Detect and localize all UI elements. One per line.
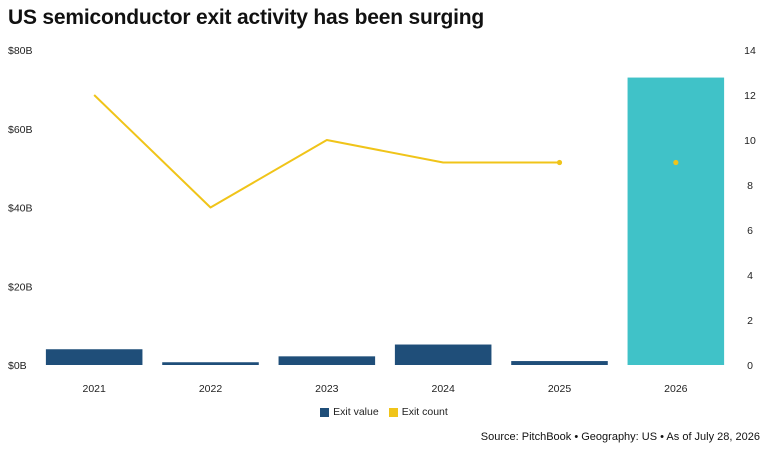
point-exit-count xyxy=(556,159,563,166)
left-tick-label: $60B xyxy=(8,124,33,136)
legend-swatch-exit-count xyxy=(388,407,398,417)
left-tick-label: $0B xyxy=(8,360,27,372)
right-tick-label: 0 xyxy=(747,360,753,372)
x-tick-label: 2022 xyxy=(199,383,223,395)
right-tick-label: 10 xyxy=(744,135,756,147)
x-tick-label: 2021 xyxy=(82,383,106,395)
x-tick-label: 2026 xyxy=(664,383,688,395)
legend: Exit value Exit count xyxy=(0,406,768,418)
bar-exit-value xyxy=(45,349,143,365)
legend-item-exit-value: Exit value xyxy=(320,406,379,418)
line-exit-count xyxy=(93,94,560,209)
legend-label-exit-count: Exit count xyxy=(401,406,448,418)
x-tick-label: 2023 xyxy=(315,383,339,395)
source-note: Source: PitchBook • Geography: US • As o… xyxy=(480,431,760,443)
chart-title: US semiconductor exit activity has been … xyxy=(8,6,485,29)
right-tick-label: 14 xyxy=(744,45,756,57)
bar-exit-value xyxy=(394,344,492,365)
point-exit-count xyxy=(673,159,679,166)
bar-exit-value xyxy=(511,361,608,365)
right-tick-label: 12 xyxy=(744,90,756,102)
legend-item-exit-count: Exit count xyxy=(388,406,448,418)
legend-swatch-exit-value xyxy=(320,407,330,417)
combo-chart: $0B $20B $40B $60B $80B 0 2 4 6 8 10 12 14 2021 2022 20… xyxy=(8,45,756,395)
bar-exit-value xyxy=(162,362,259,365)
legend-label-exit-value: Exit value xyxy=(333,406,379,418)
right-tick-label: 2 xyxy=(747,315,753,327)
right-tick-label: 6 xyxy=(747,225,753,237)
bar-exit-value xyxy=(627,77,725,365)
right-tick-label: 4 xyxy=(747,270,753,282)
left-tick-label: $40B xyxy=(8,203,33,215)
right-tick-label: 8 xyxy=(747,180,753,192)
left-tick-label: $80B xyxy=(8,45,33,57)
left-tick-label: $20B xyxy=(8,281,33,293)
x-tick-label: 2025 xyxy=(548,383,572,395)
bar-exit-value xyxy=(278,356,376,365)
x-tick-label: 2024 xyxy=(431,383,455,395)
